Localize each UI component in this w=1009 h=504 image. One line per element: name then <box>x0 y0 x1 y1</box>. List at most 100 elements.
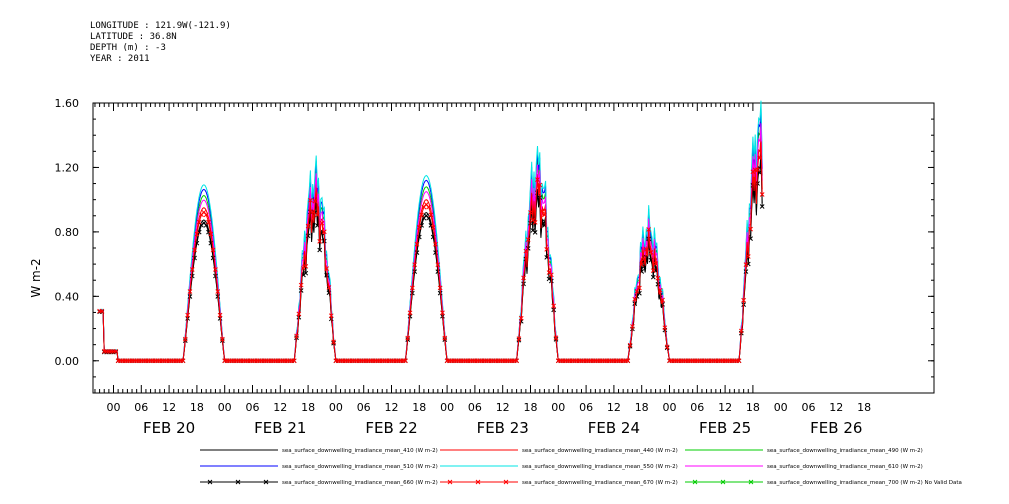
series-marker <box>113 349 119 354</box>
series-marker <box>215 294 221 299</box>
y-tick-label: 1.20 <box>55 161 80 174</box>
legend-marker <box>720 479 726 485</box>
x-tick-label: 06 <box>357 401 371 414</box>
x-tick-label: 12 <box>829 401 843 414</box>
plot-border <box>92 102 935 394</box>
legend-marker <box>207 479 213 485</box>
series-marker <box>407 310 413 316</box>
x-tick-label: 18 <box>635 401 649 414</box>
legend-label-6: sea_surface_downwelling_irradiance_mean_… <box>282 480 438 486</box>
x-tick-label: 06 <box>246 401 260 414</box>
axes-layer: 0.00 0.40 0.80 1.20 1.60 W m-2 00 06 12 18 00 06 12 1… <box>29 97 934 437</box>
series-layer <box>97 100 765 364</box>
series-marker <box>206 219 211 225</box>
series-marker <box>194 231 200 237</box>
series-marker <box>625 358 631 364</box>
series-marker <box>532 220 538 225</box>
series-marker <box>99 308 105 314</box>
x-tick-label: 18 <box>301 401 315 414</box>
plot-frame <box>92 102 935 394</box>
y-axis-label: W m-2 <box>29 258 43 297</box>
x-tick-label: 00 <box>329 401 343 414</box>
legend-label-7: sea_surface_downwelling_irradiance_mean_… <box>522 480 678 486</box>
series-marker <box>430 225 436 230</box>
x-day-label: FEB 24 <box>588 419 640 437</box>
series-marker <box>428 212 434 218</box>
series-marker <box>208 231 214 237</box>
series-marker <box>516 336 522 341</box>
series-marker <box>514 358 519 364</box>
series-marker <box>759 192 765 197</box>
x-tick-label: 00 <box>774 401 788 414</box>
x-tick-label: 12 <box>273 401 287 414</box>
series-marker <box>532 230 538 235</box>
legend-marker <box>692 479 698 485</box>
series-marker <box>653 261 658 267</box>
series-marker <box>291 358 297 364</box>
series-marker <box>521 275 526 281</box>
series-marker <box>414 241 420 247</box>
series-marker <box>435 262 441 268</box>
y-tick-label: 0.80 <box>55 226 80 239</box>
series-marker <box>738 328 744 334</box>
series-marker <box>537 182 543 188</box>
x-day-label: FEB 22 <box>365 419 417 437</box>
series-marker <box>294 333 299 339</box>
y-tick-label: 0.40 <box>55 290 80 303</box>
legend-marker <box>748 479 754 485</box>
longitude-label: LONGITUDE : 121.9W(-121.9) <box>90 21 231 31</box>
series-marker <box>215 289 221 294</box>
series-marker <box>535 177 540 183</box>
x-tick-label: 00 <box>663 401 677 414</box>
series-marker <box>203 212 209 218</box>
series-marker <box>203 222 209 228</box>
series-marker <box>405 335 411 341</box>
legend-label-3: sea_surface_downwelling_irradiance_mean_… <box>282 464 438 470</box>
series-marker <box>646 227 652 232</box>
x-tick-label: 00 <box>551 401 565 414</box>
x-tick-label: 18 <box>412 401 426 414</box>
x-tick-label: 06 <box>579 401 593 414</box>
legend: sea_surface_downwelling_irradiance_mean_… <box>200 448 962 486</box>
series-line-5 <box>99 123 763 362</box>
series-marker <box>192 247 197 253</box>
x-tick-label: 18 <box>524 401 538 414</box>
x-tick-label: 06 <box>468 401 482 414</box>
series-marker <box>544 247 550 252</box>
y-axis: 0.00 0.40 0.80 1.20 1.60 W m-2 <box>29 97 934 394</box>
series-marker <box>426 215 431 221</box>
y-tick-label: 1.60 <box>55 97 80 110</box>
x-tick-label: 06 <box>802 401 816 414</box>
series-line-2 <box>99 116 763 362</box>
series-marker <box>632 296 638 302</box>
series-marker <box>553 335 559 341</box>
legend-label-5: sea_surface_downwelling_irradiance_mean_… <box>767 464 923 470</box>
series-marker <box>324 266 329 271</box>
depth-label: DEPTH (m) : -3 <box>90 43 166 53</box>
series-marker <box>189 267 195 272</box>
series-marker <box>312 198 318 204</box>
series-marker <box>639 262 645 267</box>
series-marker <box>551 303 557 309</box>
series-marker <box>433 241 438 247</box>
series-marker <box>310 209 316 215</box>
legend-marker <box>475 479 481 485</box>
series-marker <box>757 155 763 161</box>
series-marker <box>525 237 531 242</box>
series-marker <box>634 289 640 294</box>
series-marker <box>303 270 309 276</box>
series-marker <box>409 285 415 291</box>
series-marker <box>317 239 323 244</box>
series-marker <box>641 256 647 262</box>
series-marker <box>319 220 325 226</box>
series-marker <box>303 264 309 269</box>
x-tick-label: 18 <box>857 401 871 414</box>
legend-marker <box>235 479 241 485</box>
series-marker <box>660 297 665 303</box>
series-marker <box>548 272 554 278</box>
series-marker <box>182 336 188 342</box>
series-marker <box>627 342 633 348</box>
legend-label-4: sea_surface_downwelling_irradiance_mean_… <box>522 464 678 470</box>
series-marker <box>662 325 668 331</box>
